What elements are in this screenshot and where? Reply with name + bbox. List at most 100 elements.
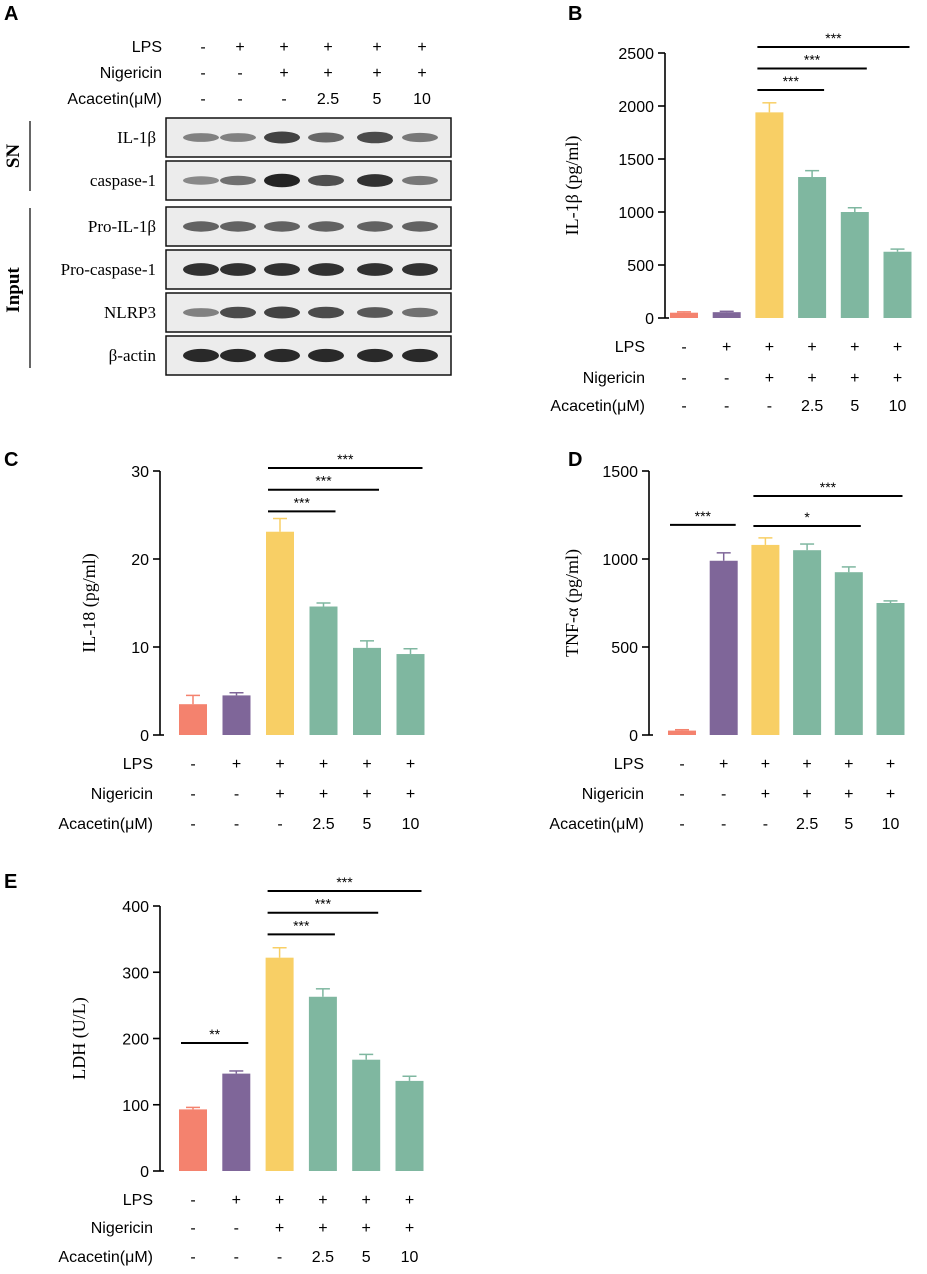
blot-condition-label: LPS [132, 39, 162, 56]
condition-value: + [406, 786, 415, 803]
blot-row-label: IL-1β [117, 128, 156, 147]
blot-band [308, 348, 344, 363]
panel-letter: B [568, 3, 582, 25]
condition-value: - [721, 816, 726, 833]
blot-condition-value: - [200, 65, 205, 82]
condition-value: + [844, 756, 853, 773]
significance-label: * [804, 509, 810, 525]
condition-value: + [275, 786, 284, 803]
condition-value: + [893, 370, 902, 387]
condition-label: Nigericin [91, 1220, 153, 1237]
bar [353, 647, 381, 735]
bar [222, 695, 251, 735]
condition-value: - [234, 786, 239, 803]
blot-condition-value: + [323, 65, 332, 82]
bar [798, 177, 827, 318]
blot-condition-value: + [279, 65, 288, 82]
blot-band [402, 175, 438, 186]
significance-label: *** [336, 874, 353, 890]
significance-label: *** [820, 479, 837, 495]
condition-value: - [681, 339, 686, 356]
significance-label: *** [294, 494, 311, 510]
bar [668, 730, 696, 735]
y-tick-label: 0 [629, 728, 638, 745]
blot-rows: IL-1β caspase-1 Pro-IL-1β Pro-caspase-1 NLRP… [61, 117, 452, 376]
condition-value: 2.5 [312, 1249, 334, 1266]
bar [265, 957, 294, 1171]
condition-value: + [765, 370, 774, 387]
blot-band [402, 307, 438, 318]
condition-value: + [886, 786, 895, 803]
condition-value: 5 [850, 398, 859, 415]
blot-band [357, 174, 393, 187]
y-tick-label: 1500 [602, 464, 638, 481]
significance-label: *** [315, 896, 332, 912]
sn-group-label: SN [3, 144, 24, 169]
bar [179, 704, 207, 735]
bar [308, 996, 337, 1171]
blot-band [220, 348, 256, 363]
blot-condition-value: + [235, 39, 244, 56]
condition-label: LPS [123, 756, 153, 773]
condition-value: - [679, 756, 684, 773]
panel-letter: E [4, 871, 17, 893]
condition-value: 5 [362, 1249, 371, 1266]
condition-value: + [275, 1220, 284, 1237]
blot-band [264, 263, 300, 276]
significance-label: ** [209, 1026, 220, 1042]
condition-label: LPS [614, 756, 644, 773]
blot-band [220, 133, 256, 142]
condition-value: + [362, 1192, 371, 1209]
blot-band [308, 306, 344, 319]
condition-value: - [724, 398, 729, 415]
blot-condition-value: - [237, 65, 242, 82]
blot-row-label: caspase-1 [90, 171, 156, 190]
condition-value: + [275, 1192, 284, 1209]
blot-condition-value: + [279, 39, 288, 56]
condition-label: Acacetin(μM) [549, 816, 644, 833]
bar [222, 1073, 251, 1171]
bar [712, 312, 741, 318]
y-tick-label: 0 [645, 311, 654, 328]
condition-label: Nigericin [583, 370, 645, 387]
blot-band [264, 173, 300, 188]
condition-value: - [767, 398, 772, 415]
blot-condition-value: - [281, 91, 286, 108]
condition-value: + [807, 370, 816, 387]
significance-label: *** [783, 73, 800, 89]
y-tick-label: 0 [140, 1164, 149, 1181]
y-tick-label: 2500 [618, 46, 654, 63]
bar [352, 1059, 381, 1171]
blot-band [308, 132, 344, 143]
condition-value: + [844, 786, 853, 803]
condition-value: + [319, 756, 328, 773]
y-axis-label: LDH (U/L) [69, 997, 90, 1079]
condition-value: - [190, 1249, 195, 1266]
y-tick-label: 400 [122, 899, 149, 916]
panel-letter: D [568, 449, 582, 471]
blot-band [357, 307, 393, 318]
blot-band [264, 306, 300, 319]
condition-value: 10 [401, 1249, 419, 1266]
bar [266, 531, 294, 735]
bar [840, 212, 869, 318]
condition-label: Acacetin(μM) [58, 1249, 153, 1266]
condition-value: + [850, 370, 859, 387]
significance-label: *** [315, 473, 332, 489]
condition-value: - [721, 786, 726, 803]
blot-band [308, 174, 344, 187]
blot-band [220, 221, 256, 232]
blot-band [402, 132, 438, 143]
bar [179, 1109, 207, 1171]
blot-row-label: Pro-caspase-1 [61, 260, 156, 279]
condition-value: - [234, 1220, 239, 1237]
blot-condition-label: Nigericin [100, 65, 162, 82]
condition-value: + [802, 756, 811, 773]
blot-band [183, 263, 219, 276]
condition-value: 2.5 [796, 816, 818, 833]
condition-value: + [405, 1220, 414, 1237]
blot-condition-value: + [417, 65, 426, 82]
